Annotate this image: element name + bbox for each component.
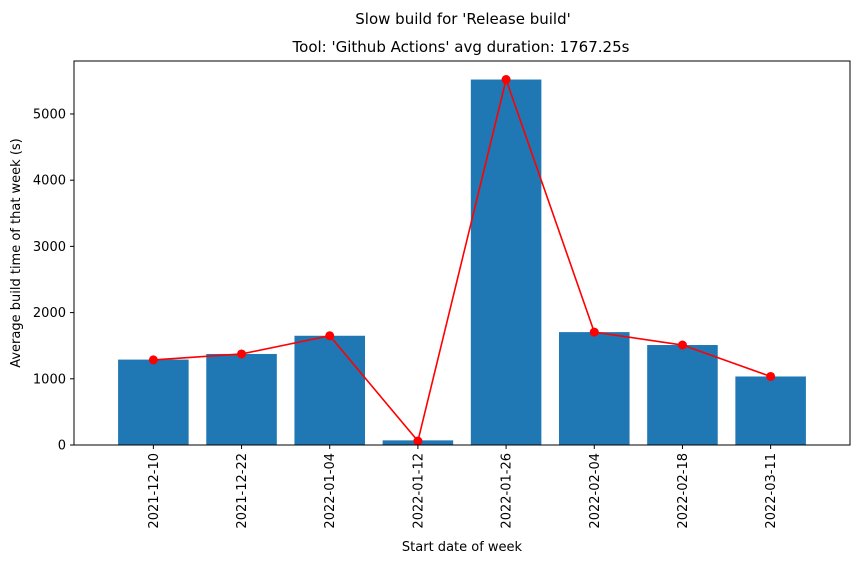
bar-2022-02-18	[647, 345, 718, 445]
y-tick-label-4000: 4000	[33, 174, 66, 189]
bar-2022-01-26	[470, 79, 542, 445]
line-point-2021-12-22	[237, 349, 247, 359]
y-tick-label-2000: 2000	[33, 306, 66, 321]
x-tick-label-2022-03-11: 2022-03-11	[764, 453, 779, 529]
line-point-2022-03-11	[766, 371, 776, 381]
y-axis-label: Average build time of that week (s)	[9, 138, 24, 368]
bar-2022-03-11	[735, 376, 806, 445]
line-point-2022-01-26	[501, 75, 511, 85]
y-tick-label-0: 0	[58, 439, 66, 454]
line-path	[153, 76, 771, 443]
bar-2021-12-10	[118, 359, 189, 445]
chart-suptitle: Slow build for 'Release build'	[355, 10, 570, 28]
line-point-2022-02-18	[677, 340, 687, 350]
x-tick-label-2022-01-04: 2022-01-04	[323, 453, 338, 529]
bar-series	[118, 79, 806, 445]
y-tick-label-3000: 3000	[33, 240, 66, 255]
plot-frame	[73, 60, 851, 446]
bar-2021-12-22	[206, 353, 277, 445]
line-point-2022-01-12	[413, 436, 423, 446]
x-tick-label-2022-02-18: 2022-02-18	[676, 453, 691, 529]
bar-2022-02-04	[559, 332, 630, 445]
y-tick-label-1000: 1000	[33, 372, 66, 387]
line-point-2022-02-04	[589, 327, 599, 337]
x-tick-label-2021-12-10: 2021-12-10	[147, 453, 162, 529]
x-axis-label: Start date of week	[402, 540, 523, 555]
x-tick-label-2022-01-26: 2022-01-26	[500, 453, 515, 529]
x-axis: 2021-12-10 2021-12-22 2022-01-04 2022-01-12…	[147, 445, 779, 529]
x-tick-label-2022-02-04: 2022-02-04	[588, 453, 603, 529]
y-axis: 0 1000 2000 3000 4000 5000	[33, 107, 74, 454]
x-tick-label-2021-12-22: 2021-12-22	[235, 453, 250, 529]
line-point-2021-12-10	[148, 355, 158, 365]
chart-title: Tool: 'Github Actions' avg duration: 176…	[292, 38, 630, 56]
x-tick-label-2022-01-12: 2022-01-12	[411, 453, 426, 529]
line-series	[148, 75, 776, 446]
line-point-2022-01-04	[325, 331, 335, 341]
y-tick-label-5000: 5000	[33, 107, 66, 122]
bar-2022-01-04	[294, 335, 365, 445]
